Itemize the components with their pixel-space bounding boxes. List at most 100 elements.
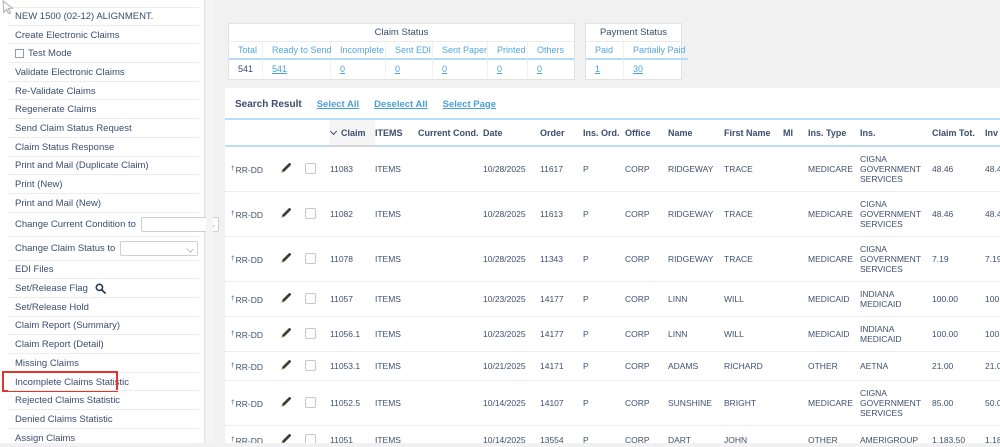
checkbox-cell — [305, 286, 330, 313]
sidebar-item-label: Create Electronic Claims — [15, 30, 120, 41]
claim-total: 21.00 — [932, 354, 985, 378]
sidebar-item-print-new[interactable]: Print (New) — [0, 175, 204, 194]
claim-status-link-others[interactable]: 0 — [537, 64, 542, 74]
sidebar-item-rejected-claims-statistic[interactable]: Rejected Claims Statistic — [0, 391, 204, 410]
claim-status-headers: TotalReady to SendIncompleteSent EDISent… — [229, 42, 574, 60]
pencil-edit-icon[interactable] — [280, 396, 292, 408]
claim-total: 48.46 — [932, 157, 985, 181]
sidebar-item-regenerate-claims[interactable]: Regenerate Claims — [0, 100, 204, 119]
sidebar-item-send-claim-status-request[interactable]: Send Claim Status Request — [0, 119, 204, 138]
pencil-edit-icon[interactable] — [280, 327, 292, 339]
insurance-type: MEDICARE — [808, 202, 860, 226]
action-select-page[interactable]: Select Page — [443, 99, 496, 110]
items-label: ITEMS — [375, 391, 418, 415]
claim-status-link-sent-edi[interactable]: 0 — [395, 64, 400, 74]
sidebar-item-new-1500-02-12-alignment[interactable]: NEW 1500 (02-12) ALIGNMENT. — [0, 7, 204, 26]
sidebar-item-claim-report-summary[interactable]: Claim Report (Summary) — [0, 317, 204, 336]
row-checkbox[interactable] — [305, 163, 316, 174]
column-header-inv[interactable]: Inv — [985, 120, 1000, 147]
pencil-edit-icon[interactable] — [280, 162, 292, 174]
sidebar-item-denied-claims-statistic[interactable]: Denied Claims Statistic — [0, 410, 204, 429]
insurance-type: MEDICARE — [808, 157, 860, 181]
action-select-all[interactable]: Select All — [317, 99, 359, 110]
row-checkbox[interactable] — [305, 397, 316, 408]
column-header-name[interactable]: Name — [668, 120, 724, 147]
office: CORP — [625, 322, 668, 346]
claim-status-col-ready-to-send: Ready to Send — [263, 42, 331, 60]
change-claim-status-to-select[interactable] — [120, 241, 198, 256]
row-checkbox[interactable] — [305, 360, 316, 371]
claim-number: 11053.1 — [330, 354, 375, 378]
column-header-ins-type[interactable]: Ins. Type — [808, 120, 860, 147]
column-header-order[interactable]: Order — [540, 120, 583, 147]
sidebar-scrollbar[interactable] — [206, 0, 213, 443]
claim-prefix: †RR-DD — [225, 157, 280, 182]
column-header-claim[interactable]: Claim — [330, 120, 375, 147]
column-header-date[interactable]: Date — [483, 120, 540, 147]
pencil-edit-icon[interactable] — [280, 252, 292, 264]
search-icon[interactable] — [95, 283, 106, 294]
claim-total: 1,183.50 — [932, 428, 985, 443]
sidebar-item-print-and-mail-duplicate-claim[interactable]: Print and Mail (Duplicate Claim) — [0, 157, 204, 176]
column-header-mi[interactable]: MI — [783, 120, 808, 147]
test-mode-checkbox[interactable] — [15, 49, 24, 58]
column-header-current-cond[interactable]: Current Cond. — [418, 120, 483, 147]
column-header-first-name[interactable]: First Name — [724, 120, 783, 147]
claim-status-value-ready-to-send: 541 — [263, 60, 331, 78]
payment-status-link-partially-paid[interactable]: 30 — [633, 64, 643, 74]
middle-initial — [783, 433, 808, 443]
sidebar-item-claim-report-detail[interactable]: Claim Report (Detail) — [0, 335, 204, 354]
pencil-edit-icon[interactable] — [280, 292, 292, 304]
sidebar-item-edi-files[interactable]: EDI Files — [0, 261, 204, 280]
checkbox-cell — [305, 427, 330, 444]
action-deselect-all[interactable]: Deselect All — [374, 99, 428, 110]
column-header-items[interactable]: ITEMS — [375, 120, 418, 147]
sidebar-item-set-release-flag[interactable]: Set/Release Flag — [0, 279, 204, 298]
sidebar-item-re-validate-claims[interactable]: Re-Validate Claims — [0, 82, 204, 101]
payment-status-link-paid[interactable]: 1 — [595, 64, 600, 74]
pencil-edit-icon[interactable] — [280, 207, 292, 219]
claim-status-link-ready-to-send[interactable]: 541 — [272, 64, 287, 74]
office: CORP — [625, 157, 668, 181]
pencil-edit-icon[interactable] — [280, 433, 292, 443]
last-name: LINN — [668, 287, 724, 311]
row-checkbox[interactable] — [305, 328, 316, 339]
row-checkbox[interactable] — [305, 434, 316, 444]
results-table-body: †RR-DD11083ITEMS10/28/202511617PCORPRIDG… — [225, 147, 1000, 443]
invoice-total: 7.19 — [985, 247, 1000, 271]
items-label: ITEMS — [375, 202, 418, 226]
column-header-office[interactable]: Office — [625, 120, 668, 147]
sidebar-item-test-mode[interactable]: Test Mode — [0, 44, 204, 63]
row-checkbox[interactable] — [305, 208, 316, 219]
order-number: 14171 — [540, 354, 583, 378]
claim-status-link-incomplete[interactable]: 0 — [340, 64, 345, 74]
sidebar-item-change-current-condition-to[interactable]: Change Current Condition to — [0, 213, 204, 237]
column-header-claim-tot[interactable]: Claim Tot. — [932, 120, 985, 147]
sidebar-item-incomplete-claims-statistic[interactable]: Incomplete Claims Statistic — [0, 373, 204, 392]
table-row: †RR-DD11052.5ITEMS10/14/202514107PCORPSU… — [225, 381, 1000, 426]
column-header-ins[interactable]: Ins. — [860, 120, 932, 147]
sidebar-item-validate-electronic-claims[interactable]: Validate Electronic Claims — [0, 63, 204, 82]
sidebar-item-create-electronic-claims[interactable]: Create Electronic Claims — [0, 26, 204, 45]
sidebar-item-missing-claims[interactable]: Missing Claims — [0, 354, 204, 373]
row-checkbox[interactable] — [305, 253, 316, 264]
middle-initial — [783, 327, 808, 341]
sidebar-item-claim-status-response[interactable]: Claim Status Response — [0, 138, 204, 157]
pencil-edit-icon[interactable] — [280, 359, 292, 371]
sidebar-item-set-release-hold[interactable]: Set/Release Hold — [0, 298, 204, 317]
payment-status-headers: PaidPartially Paid — [586, 42, 681, 60]
order-number: 11343 — [540, 247, 583, 271]
middle-initial — [783, 207, 808, 221]
payment-status-title: Payment Status — [586, 24, 681, 42]
payment-status-card: Payment Status PaidPartially Paid 1 30 — [585, 23, 682, 80]
sidebar-item-change-claim-status-to[interactable]: Change Claim Status to — [0, 237, 204, 261]
last-name: SUNSHINE — [668, 391, 724, 415]
insurance-type: MEDICARE — [808, 391, 860, 415]
claim-status-link-printed[interactable]: 0 — [497, 64, 502, 74]
first-name: JOHN — [724, 428, 783, 443]
row-checkbox[interactable] — [305, 293, 316, 304]
sidebar-item-print-and-mail-new[interactable]: Print and Mail (New) — [0, 194, 204, 213]
sidebar-item-assign-claims[interactable]: Assign Claims — [0, 429, 204, 447]
column-header-ins-ord[interactable]: Ins. Ord. — [583, 120, 625, 147]
claim-status-link-sent-paper[interactable]: 0 — [442, 64, 447, 74]
